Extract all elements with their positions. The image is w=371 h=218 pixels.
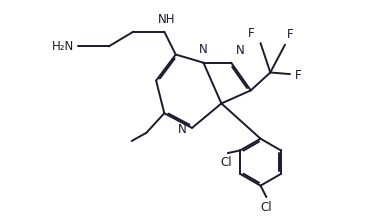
Text: H₂N: H₂N [52,40,74,53]
Text: Cl: Cl [260,201,272,214]
Text: NH: NH [158,13,175,26]
Text: N: N [177,123,186,136]
Text: N: N [236,44,245,57]
Text: F: F [287,29,293,41]
Text: F: F [295,69,301,82]
Text: F: F [248,27,255,41]
Text: Cl: Cl [220,156,232,169]
Text: N: N [199,43,208,56]
